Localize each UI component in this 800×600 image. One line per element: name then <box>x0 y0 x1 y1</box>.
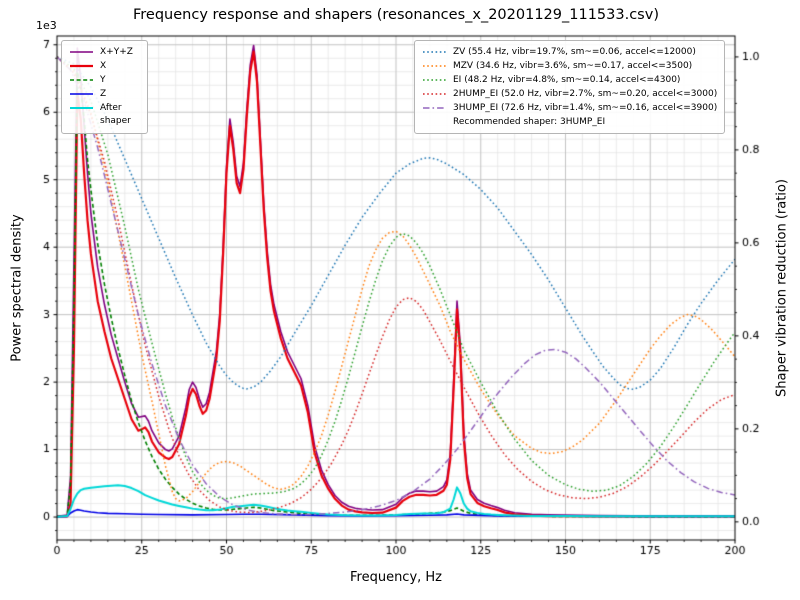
legend-entry: X <box>69 60 140 73</box>
legend-psd: X+Y+Z X Y Z After shaper <box>61 40 148 135</box>
legend-line-sample <box>70 79 93 81</box>
legend-line-sample <box>423 93 446 95</box>
legend-entry-label: 3HUMP_EI (72.6 Hz, vibr=1.4%, sm~=0.16, … <box>453 103 718 114</box>
chart-title: Frequency response and shapers (resonanc… <box>133 7 659 23</box>
legend-line-sample <box>70 64 93 68</box>
legend-entry: ZV (55.4 Hz, vibr=19.7%, sm~=0.06, accel… <box>422 46 717 59</box>
legend-shapers: ZV (55.4 Hz, vibr=19.7%, sm~=0.06, accel… <box>414 40 726 135</box>
legend-entry: MZV (34.6 Hz, vibr=3.6%, sm~=0.17, accel… <box>422 60 717 73</box>
legend-line-sample <box>423 51 446 53</box>
recommended-shaper-note: Recommended shaper: 3HUMP_EI <box>453 117 606 128</box>
legend-entry: 3HUMP_EI (72.6 Hz, vibr=1.4%, sm~=0.16, … <box>422 102 717 115</box>
legend-entry: EI (48.2 Hz, vibr=4.8%, sm~=0.14, accel<… <box>422 74 717 87</box>
legend-entry: 2HUMP_EI (52.0 Hz, vibr=2.7%, sm~=0.20, … <box>422 88 717 101</box>
legend-entry: After shaper <box>69 102 140 128</box>
legend-entry-label: X <box>100 61 107 72</box>
legend-line-sample <box>423 107 446 109</box>
legend-entry-label: ZV (55.4 Hz, vibr=19.7%, sm~=0.06, accel… <box>453 47 696 57</box>
legend-entry: X+Y+Z <box>69 46 140 59</box>
legend-entry-label: Z <box>100 89 107 100</box>
legend-entry-label: 2HUMP_EI (52.0 Hz, vibr=2.7%, sm~=0.20, … <box>453 89 718 100</box>
legend-line-sample <box>423 65 446 67</box>
legend-line-sample <box>70 51 93 53</box>
legend-entry: Z <box>69 88 140 101</box>
legend-shapers-entries: ZV (55.4 Hz, vibr=19.7%, sm~=0.06, accel… <box>422 46 717 115</box>
legend-line-sample <box>423 79 446 81</box>
x-axis-label: Frequency, Hz <box>349 570 443 585</box>
legend-entry: Y <box>69 74 140 87</box>
legend-entry-label: After shaper <box>100 103 131 127</box>
legend-entry-label: Y <box>100 75 106 86</box>
legend-entry-label: MZV (34.6 Hz, vibr=3.6%, sm~=0.17, accel… <box>453 61 693 72</box>
y-axis-label-left: Power spectral density <box>9 214 25 362</box>
legend-entry-label: EI (48.2 Hz, vibr=4.8%, sm~=0.14, accel<… <box>453 75 681 86</box>
legend-entry-label: X+Y+Z <box>100 47 133 57</box>
left-axis-offset-label: 1e3 <box>36 19 57 32</box>
legend-line-sample <box>70 107 93 110</box>
legend-line-sample <box>70 93 93 95</box>
y-axis-label-right: Shaper vibration reduction (ratio) <box>774 179 790 397</box>
